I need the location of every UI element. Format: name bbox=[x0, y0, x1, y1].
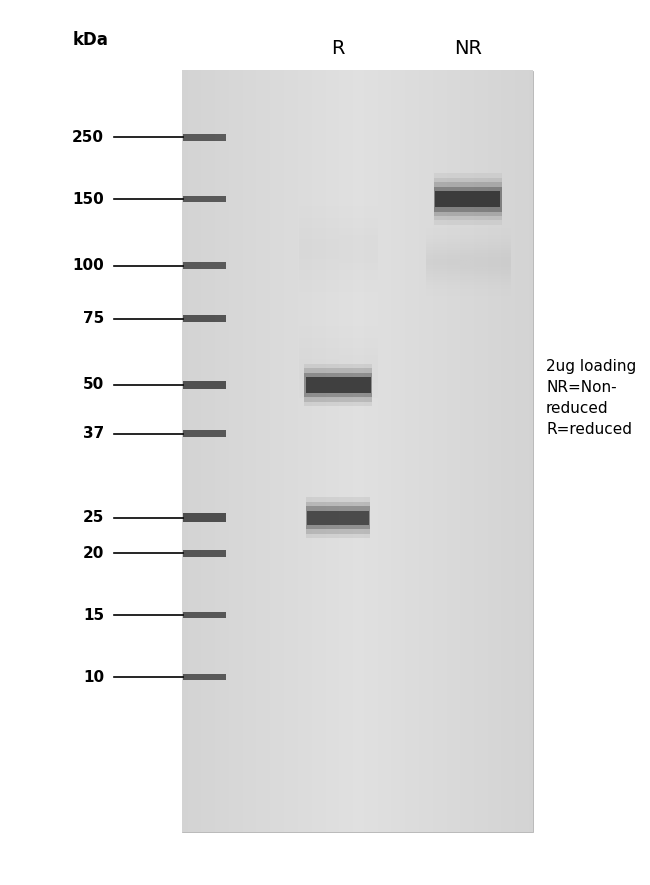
Bar bbox=[306, 502, 370, 534]
Bar bbox=[434, 178, 502, 220]
Bar bbox=[307, 511, 369, 525]
Text: 2ug loading
NR=Non-
reduced
R=reduced: 2ug loading NR=Non- reduced R=reduced bbox=[546, 359, 636, 437]
Text: 250: 250 bbox=[72, 130, 104, 144]
Bar bbox=[434, 187, 502, 212]
Text: R: R bbox=[332, 39, 344, 58]
Text: kDa: kDa bbox=[73, 31, 109, 49]
Bar bbox=[436, 191, 500, 207]
Bar bbox=[183, 262, 226, 269]
Bar bbox=[183, 381, 226, 389]
Text: 20: 20 bbox=[83, 546, 104, 560]
Text: 15: 15 bbox=[83, 608, 104, 622]
Bar bbox=[183, 612, 226, 618]
Bar bbox=[434, 173, 502, 225]
Text: 150: 150 bbox=[72, 192, 104, 206]
Bar bbox=[183, 513, 226, 522]
Text: 50: 50 bbox=[83, 378, 104, 392]
Bar bbox=[183, 315, 226, 322]
Text: 10: 10 bbox=[83, 670, 104, 684]
Bar bbox=[304, 364, 372, 406]
Bar bbox=[306, 377, 370, 393]
FancyBboxPatch shape bbox=[182, 71, 533, 832]
Bar bbox=[306, 506, 370, 529]
Text: 100: 100 bbox=[72, 258, 104, 273]
Bar bbox=[183, 134, 226, 141]
Text: NR: NR bbox=[454, 39, 482, 58]
Bar bbox=[183, 430, 226, 437]
Bar bbox=[304, 368, 372, 402]
Text: 37: 37 bbox=[83, 427, 104, 441]
Bar bbox=[434, 182, 502, 216]
Bar bbox=[183, 196, 226, 202]
Text: 25: 25 bbox=[83, 511, 104, 525]
Bar bbox=[183, 550, 226, 557]
Bar bbox=[304, 373, 372, 397]
Bar bbox=[183, 674, 226, 680]
Bar bbox=[306, 497, 370, 538]
Text: 75: 75 bbox=[83, 312, 104, 326]
